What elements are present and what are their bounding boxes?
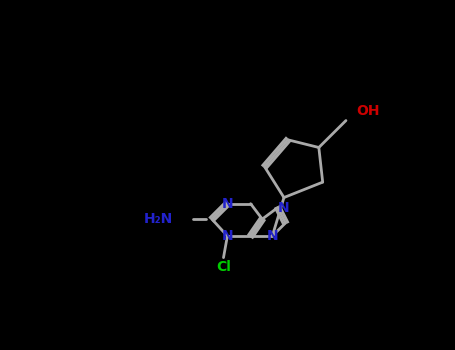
Text: N: N: [278, 201, 289, 215]
Text: N: N: [222, 197, 233, 211]
Text: OH: OH: [356, 104, 379, 118]
Text: H₂N: H₂N: [144, 212, 173, 226]
Text: N: N: [267, 229, 278, 243]
Text: N: N: [222, 229, 233, 243]
Text: Cl: Cl: [216, 260, 231, 274]
